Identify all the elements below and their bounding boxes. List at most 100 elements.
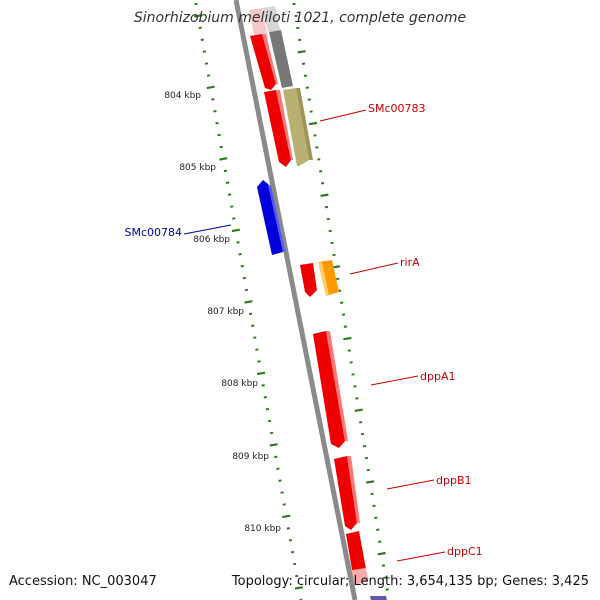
ruler-inner-major-tick [231,228,240,233]
ruler-outer-major-tick [320,193,329,197]
ruler-outer-minor-tick [309,110,313,113]
ruler-label-809: 809 kbp [232,452,269,462]
ruler-inner-major-tick [244,300,253,304]
feature-red-dppb1-shade [347,456,360,523]
ruler-inner-minor-tick [202,50,207,53]
ruler-outer-minor-tick [339,301,344,304]
ruler-inner-minor-tick [278,479,282,482]
ruler-outer-major-tick [343,336,352,341]
ruler-outer-minor-tick [336,277,340,281]
feature-purple-bottom[interactable] [370,596,387,600]
leader-rira [349,262,399,275]
leader-dppc1 [396,551,446,562]
ruler-inner-major-tick [219,157,228,161]
ruler-outer-minor-tick [326,217,330,221]
ruler-outer-minor-tick [353,385,357,388]
ruler-outer-minor-tick [364,456,369,460]
ruler-inner-minor-tick [263,396,267,399]
ruler-inner-minor-tick [280,491,284,494]
ruler-outer-minor-tick [298,38,302,42]
ruler-inner-minor-tick [282,503,286,506]
feature-light-gray[interactable] [262,6,280,32]
ruler-inner-minor-tick [248,312,253,316]
ruler-inner-minor-tick [217,133,221,137]
ruler-outer-minor-tick [320,182,325,185]
gene-label-dppa1[interactable]: dppA1 [420,370,455,383]
gene-label-smc00783[interactable]: SMc00783 [368,102,426,115]
feature-blue-smc00784[interactable] [257,180,283,255]
leader-dppb1 [386,479,435,490]
ruler-outer-minor-tick [362,444,367,448]
ruler-inner-minor-tick [257,360,261,363]
ruler-outer-minor-tick [313,134,317,137]
ruler-inner-minor-tick [230,205,234,208]
gene-label-dppc1[interactable]: dppC1 [447,545,483,558]
gene-label-rira[interactable]: rirA [400,256,420,269]
ruler-label-807: 807 kbp [207,307,244,317]
ruler-outer-minor-tick [317,158,321,161]
ruler-inner-minor-tick [288,539,293,542]
ruler-inner-minor-tick [227,193,232,196]
ruler-label-804: 804 kbp [164,91,201,101]
ruler-outer-minor-tick [383,576,388,579]
ruler-inner-minor-tick [290,550,295,554]
ruler-outer-minor-tick [351,373,355,376]
ruler-outer-major-tick [377,551,386,556]
ruler-inner-minor-tick [223,169,228,173]
ruler-inner-major-tick [294,586,303,590]
ruler-inner-major-tick [282,514,291,519]
ruler-outer-minor-tick [301,62,306,65]
ruler-outer-major-tick [308,121,318,126]
ruler-inner-major-tick [206,85,215,90]
gene-label-dppb1[interactable]: dppB1 [436,474,472,487]
feature-gray[interactable] [269,30,293,88]
ruler-inner-major-tick [256,371,266,376]
gene-label-smc00784[interactable]: SMc00784 [124,226,182,239]
ruler-label-806: 806 kbp [193,235,230,245]
feature-red-upper-1[interactable] [250,34,276,90]
feature-red-rira[interactable] [300,263,317,297]
ruler-track-outer [292,2,389,591]
ruler-inner-minor-tick [255,348,259,351]
ruler-outer-minor-tick [332,253,336,257]
ruler-outer-minor-tick [330,241,334,245]
ruler-outer-minor-tick [370,492,374,496]
ruler-outer-minor-tick [359,421,363,424]
ruler-outer-minor-tick [341,313,346,316]
ruler-inner-minor-tick [232,217,236,220]
ruler-inner-minor-tick [211,98,215,101]
ruler-inner-minor-tick [242,276,246,280]
feature-red-upper-2-shade [276,90,293,160]
genome-backbone [233,0,358,600]
feature-red-dppb1[interactable] [334,456,357,530]
feature-red-dppa1[interactable] [313,331,345,448]
ruler-labels: 804 kbp 805 kbp 806 kbp 807 kbp 808 kbp … [164,91,281,534]
ruler-outer-minor-tick [360,432,365,436]
ruler-outer-minor-tick [366,468,370,472]
ruler-inner-minor-tick [295,574,299,578]
ruler-inner-major-tick [194,14,203,18]
genome-summary-text: Topology: circular; Length: 3,654,135 bp… [231,574,589,589]
ruler-inner-minor-tick [261,384,265,387]
feature-red-dppa1-shade [326,331,348,441]
ruler-inner-minor-tick [269,431,274,435]
ruler-inner-minor-tick [219,145,223,149]
map-title: Sinorhizobium meliloti 1021, complete ge… [133,10,467,26]
ruler-label-808: 808 kbp [221,379,258,389]
ruler-inner-minor-tick [215,121,219,125]
ruler-inner-major-tick [269,443,278,447]
feature-light-pink[interactable] [249,8,268,40]
accession-text: Accession: NC_003047 [9,574,157,589]
ruler-outer-minor-tick [305,86,309,89]
feature-khaki[interactable] [283,88,309,166]
ruler-inner-minor-tick [267,419,272,423]
ruler-outer-major-tick [354,408,363,412]
feature-blue-shade [268,184,285,252]
ruler-outer-minor-tick [328,229,332,233]
ruler-outer-minor-tick [355,397,359,400]
ruler-inner-minor-tick [251,324,255,327]
ruler-inner-minor-tick [240,264,244,268]
ruler-inner-minor-tick [200,38,204,41]
features [249,6,387,600]
feature-red-upper-2[interactable] [264,90,291,167]
